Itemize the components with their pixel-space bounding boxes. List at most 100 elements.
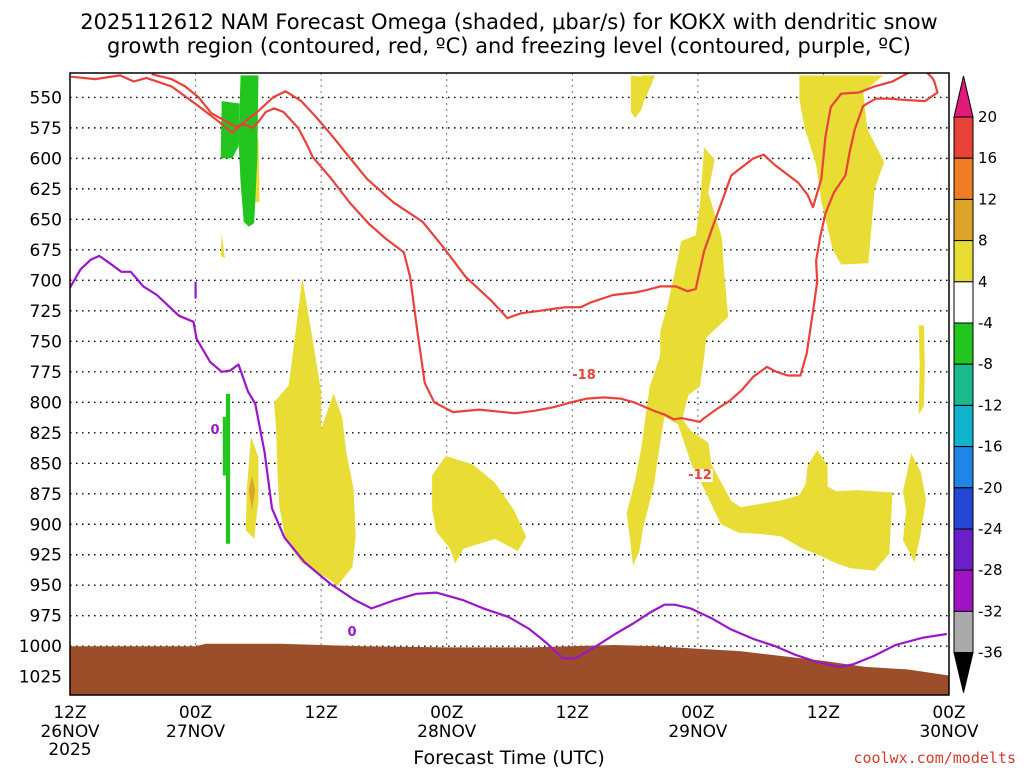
colorbar-label-5: -4 — [978, 314, 993, 332]
y-tick-label-775: 775 — [30, 363, 62, 383]
colorbar-swatch-2 — [953, 198, 974, 242]
omega-shading — [220, 75, 926, 587]
colorbar-swatch-7 — [953, 404, 974, 448]
y-tick-label-725: 725 — [30, 302, 62, 322]
omega-positive-region-5 — [903, 453, 926, 563]
omega-positive-region-2 — [799, 75, 885, 265]
colorbar-swatch-10 — [953, 528, 974, 571]
colorbar: 20 16 12 8 4 -4 -8 -12 -16 -20 -24 -28 -32 -36 — [953, 75, 1003, 693]
colorbar-swatch-1 — [953, 157, 974, 200]
omega-negative-region-0 — [238, 75, 259, 227]
contours — [70, 73, 948, 669]
colorbar-label-10: -24 — [978, 520, 1003, 538]
contour-labels: 0 0 -18 -12 — [209, 368, 713, 640]
omega-positive-region-10 — [432, 456, 527, 564]
dgz-label-bottom: -12 — [688, 468, 712, 483]
colorbar-label-12: -32 — [978, 602, 1003, 620]
y-tick-label-575: 575 — [30, 119, 62, 139]
omega-negative-region-3 — [222, 416, 226, 476]
colorbar-swatch-4 — [953, 281, 974, 324]
y-tick-label-800: 800 — [30, 393, 62, 413]
y-tick-label-700: 700 — [30, 271, 62, 291]
omega-positive-region-8 — [220, 234, 225, 259]
contour-label-bg — [346, 626, 358, 639]
colorbar-label-2: 12 — [978, 190, 997, 208]
dgz-label-top: -18 — [572, 368, 596, 383]
colorbar-label-0: 20 — [978, 108, 997, 126]
colorbar-label-7: -12 — [978, 396, 1003, 414]
x-tick-label-84-2: 30NOV — [919, 722, 978, 742]
colorbar-label-6: -8 — [978, 355, 993, 373]
colorbar-label-3: 8 — [978, 232, 988, 250]
y-tick-label-950: 950 — [30, 576, 62, 596]
omega-positive-region-3 — [626, 147, 893, 571]
terrain-fill — [70, 643, 949, 695]
y-tick-label-975: 975 — [30, 607, 62, 627]
x-tick-label-0-1: 12Z — [53, 703, 86, 723]
y-tick-label-850: 850 — [30, 454, 62, 474]
x-tick-label-36-2: 28NOV — [417, 722, 476, 742]
y-tick-label-600: 600 — [30, 149, 62, 169]
colorbar-label-4: 4 — [978, 273, 988, 291]
colorbar-swatch-5 — [953, 322, 974, 365]
contour-label-bg — [687, 469, 713, 482]
x-tick-label-72-1: 12Z — [807, 703, 840, 723]
omega-strong-region-0 — [248, 475, 256, 510]
y-tick-label-825: 825 — [30, 424, 62, 444]
colorbar-label-13: -36 — [978, 644, 1003, 662]
x-tick-label-0-3: 2025 — [48, 740, 91, 760]
colorbar-label-8: -16 — [978, 438, 1003, 456]
y-axis: 550 575 600 625 650 675 700 725 750 775 800 825 850 8… — [19, 88, 62, 687]
y-tick-label-900: 900 — [30, 515, 62, 535]
x-tick-label-12-1: 00Z — [179, 703, 212, 723]
x-tick-label-0-2: 26NOV — [40, 722, 99, 742]
freezing-label-0b: 0 — [347, 625, 356, 640]
credit-text[interactable]: coolwx.com/modelts — [853, 749, 1016, 767]
y-tick-label-550: 550 — [30, 88, 62, 108]
x-tick-label-84-1: 00Z — [932, 703, 965, 723]
freezing-level-contour — [70, 254, 948, 669]
freezing-label-0a: 0 — [210, 423, 219, 438]
colorbar-swatch-6 — [953, 363, 974, 406]
omega-positive-region-1 — [640, 75, 655, 104]
x-axis-label: Forecast Time (UTC) — [413, 747, 604, 768]
plot-area — [69, 72, 950, 696]
colorbar-swatch-0 — [953, 116, 974, 159]
x-tick-label-36-1: 00Z — [430, 703, 463, 723]
x-tick-label-12-2: 27NOV — [166, 722, 225, 742]
y-tick-label-675: 675 — [30, 241, 62, 261]
omega-negative-region-2 — [225, 393, 231, 544]
chart-title-line-2: growth region (contoured, red, ºC) and f… — [107, 34, 911, 58]
colorbar-top-arrow — [953, 75, 974, 118]
colorbar-swatch-9 — [953, 487, 974, 530]
plot-frame — [69, 72, 950, 696]
y-tick-label-625: 625 — [30, 180, 62, 200]
y-tick-label-650: 650 — [30, 210, 62, 230]
colorbar-bottom-arrow — [953, 652, 974, 693]
colorbar-label-9: -20 — [978, 479, 1003, 497]
colorbar-swatch-12 — [953, 610, 974, 654]
colorbar-swatch-3 — [953, 240, 974, 283]
x-tick-label-60-1: 00Z — [681, 703, 714, 723]
dgz-lower-contour — [151, 73, 939, 423]
y-tick-label-1000: 1000 — [19, 637, 62, 657]
colorbar-swatch-8 — [953, 446, 974, 489]
contour-label-bg — [571, 369, 597, 382]
dgz-upper-contour — [70, 73, 911, 320]
plot-background — [70, 73, 949, 695]
colorbar-label-1: 16 — [978, 149, 997, 167]
x-tick-label-48-1: 12Z — [556, 703, 589, 723]
y-tick-label-925: 925 — [30, 546, 62, 566]
omega-positive-region-4 — [918, 325, 925, 415]
x-tick-label-60-2: 29NOV — [668, 722, 727, 742]
chart-title-line-1: 2025112612 NAM Forecast Omega (shaded, μ… — [80, 10, 937, 34]
omega-positive-region-6 — [274, 277, 356, 587]
contour-label-bg — [209, 424, 221, 437]
x-tick-label-24-1: 12Z — [305, 703, 338, 723]
y-tick-label-875: 875 — [30, 485, 62, 505]
y-tick-label-1025: 1025 — [19, 668, 62, 688]
colorbar-label-11: -28 — [978, 561, 1003, 579]
terrain-polygon — [70, 643, 949, 695]
